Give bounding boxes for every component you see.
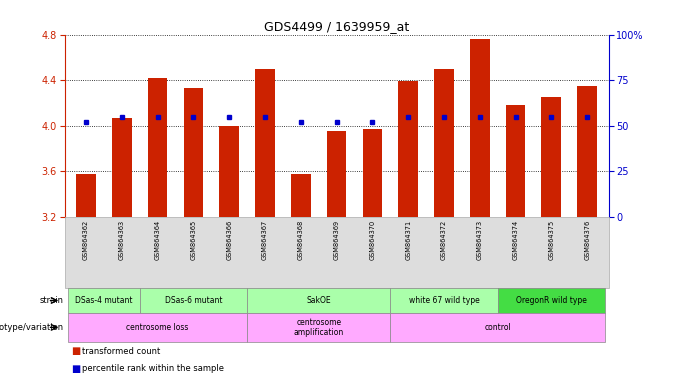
- Text: GSM864372: GSM864372: [441, 220, 447, 260]
- Bar: [327, 131, 346, 217]
- Text: OregonR wild type: OregonR wild type: [516, 296, 587, 305]
- Bar: [220, 126, 239, 217]
- Bar: [398, 81, 418, 217]
- Bar: [291, 174, 311, 217]
- Text: percentile rank within the sample: percentile rank within the sample: [82, 364, 224, 373]
- Text: GSM864365: GSM864365: [190, 220, 197, 260]
- Text: white 67 wild type: white 67 wild type: [409, 296, 479, 305]
- Text: control: control: [484, 323, 511, 332]
- Bar: [470, 39, 490, 217]
- Text: genotype/variation: genotype/variation: [0, 323, 63, 332]
- Bar: [434, 69, 454, 217]
- Text: GSM864368: GSM864368: [298, 220, 304, 260]
- Text: SakOE: SakOE: [307, 296, 331, 305]
- Text: DSas-4 mutant: DSas-4 mutant: [75, 296, 133, 305]
- Text: GSM864373: GSM864373: [477, 220, 483, 260]
- Text: GSM864369: GSM864369: [334, 220, 339, 260]
- Text: strain: strain: [39, 296, 63, 305]
- Bar: [112, 118, 132, 217]
- Text: ■: ■: [71, 364, 81, 374]
- Bar: [506, 105, 526, 217]
- Text: centrosome
amplification: centrosome amplification: [294, 318, 344, 337]
- Bar: [541, 97, 561, 217]
- Bar: [255, 69, 275, 217]
- Bar: [148, 78, 167, 217]
- Text: GSM864364: GSM864364: [154, 220, 160, 260]
- Text: GSM864370: GSM864370: [369, 220, 375, 260]
- Bar: [577, 86, 597, 217]
- Title: GDS4499 / 1639959_at: GDS4499 / 1639959_at: [264, 20, 409, 33]
- Text: GSM864375: GSM864375: [548, 220, 554, 260]
- Text: ■: ■: [71, 346, 81, 356]
- Text: transformed count: transformed count: [82, 347, 160, 356]
- Text: centrosome loss: centrosome loss: [126, 323, 189, 332]
- Text: GSM864362: GSM864362: [83, 220, 89, 260]
- Bar: [184, 88, 203, 217]
- Text: GSM864374: GSM864374: [513, 220, 519, 260]
- Bar: [76, 174, 96, 217]
- Text: GSM864371: GSM864371: [405, 220, 411, 260]
- Text: GSM864366: GSM864366: [226, 220, 233, 260]
- Bar: [362, 129, 382, 217]
- Text: GSM864367: GSM864367: [262, 220, 268, 260]
- Text: GSM864363: GSM864363: [119, 220, 125, 260]
- Text: GSM864376: GSM864376: [584, 220, 590, 260]
- Text: DSas-6 mutant: DSas-6 mutant: [165, 296, 222, 305]
